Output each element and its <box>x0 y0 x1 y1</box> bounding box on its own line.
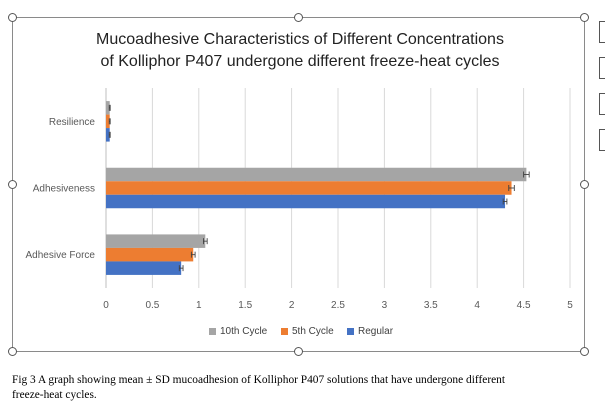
x-tick-label: 3.5 <box>424 300 438 311</box>
bar <box>106 181 512 195</box>
x-tick-label: 5 <box>567 300 573 311</box>
category-label: Adhesiveness <box>33 184 95 195</box>
x-tick-label: 1.5 <box>238 300 252 311</box>
bar <box>106 261 182 275</box>
legend-label-10th-cycle: 10th Cycle <box>220 326 268 337</box>
bar <box>106 167 527 182</box>
resize-handle-top-left[interactable] <box>8 13 17 22</box>
resize-handle-bottom-center[interactable] <box>294 347 303 356</box>
category-label: Adhesive Force <box>26 250 96 261</box>
caption-line-2: freeze-heat cycles. <box>12 389 97 401</box>
legend-swatch-regular <box>347 328 354 335</box>
legend-swatch-10th-cycle <box>209 328 216 335</box>
chart-title-line-2: of Kolliphor P407 undergone different fr… <box>100 53 500 70</box>
legend-item-5th-cycle: 5th Cycle <box>281 326 334 337</box>
x-tick-label: 2.5 <box>331 300 345 311</box>
resize-handle-middle-right[interactable] <box>580 180 589 189</box>
bar <box>106 101 110 115</box>
resize-handle-top-center[interactable] <box>294 13 303 22</box>
bar <box>106 114 110 129</box>
chart-legend: 10th Cycle 5th Cycle Regular <box>0 326 605 340</box>
chart-elements-button[interactable] <box>599 21 605 43</box>
x-tick-label: 4 <box>474 300 480 311</box>
bar <box>106 128 110 142</box>
x-tick-label: 3 <box>382 300 388 311</box>
bar <box>106 194 506 209</box>
resize-handle-top-right[interactable] <box>580 13 589 22</box>
legend-label-regular: Regular <box>358 326 394 337</box>
legend-item-10th-cycle: 10th Cycle <box>209 326 267 337</box>
chart-filters-button[interactable] <box>599 93 605 115</box>
resize-handle-bottom-left[interactable] <box>8 347 17 356</box>
x-tick-label: 0.5 <box>145 300 159 311</box>
resize-handle-middle-left[interactable] <box>8 180 17 189</box>
chart-styles-button[interactable] <box>599 57 605 79</box>
resize-handle-bottom-right[interactable] <box>580 347 589 356</box>
figure-caption: Fig 3 A graph showing mean ± SD mucoadhe… <box>12 373 602 403</box>
x-tick-label: 4.5 <box>517 300 531 311</box>
x-tick-label: 2 <box>289 300 295 311</box>
x-tick-label: 1 <box>196 300 202 311</box>
legend-label-5th-cycle: 5th Cycle <box>292 326 334 337</box>
chart-layout-button[interactable] <box>599 129 605 151</box>
legend-swatch-5th-cycle <box>281 328 288 335</box>
bar <box>106 234 206 248</box>
chart-title-line-1: Mucoadhesive Characteristics of Differen… <box>96 31 504 48</box>
x-tick-label: 0 <box>103 300 109 311</box>
category-label: Resilience <box>49 117 96 128</box>
bar <box>106 247 194 262</box>
caption-line-1: Fig 3 A graph showing mean ± SD mucoadhe… <box>12 374 506 386</box>
legend-item-regular: Regular <box>347 326 393 337</box>
